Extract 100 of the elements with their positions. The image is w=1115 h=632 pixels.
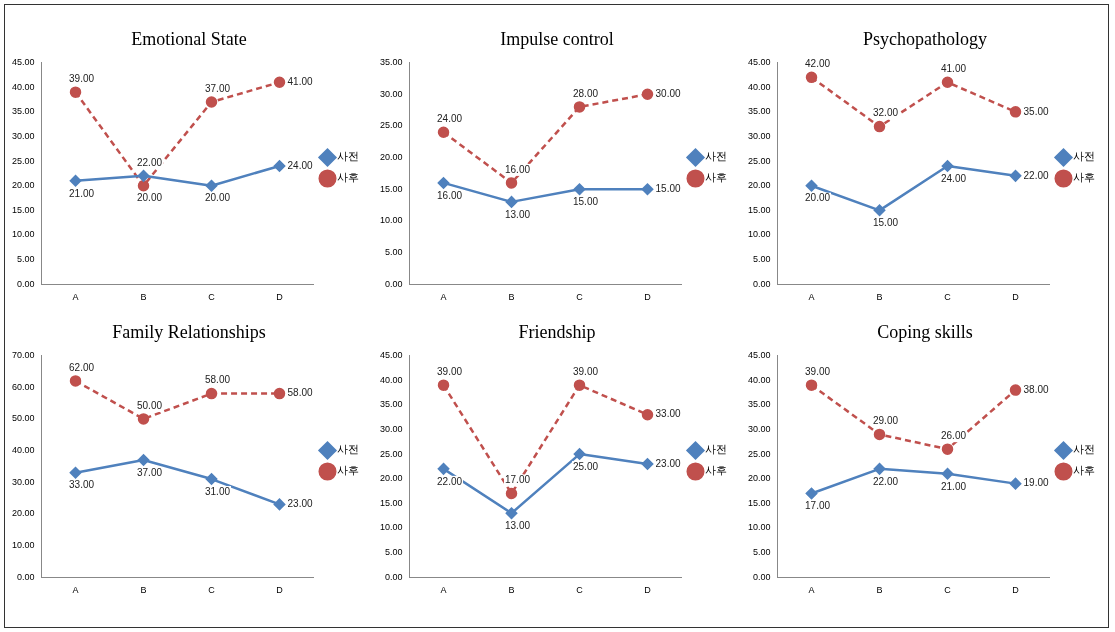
point bbox=[873, 204, 886, 217]
data-label: 21.00 bbox=[69, 187, 95, 199]
y-tick-label: 0.00 bbox=[16, 571, 35, 582]
point bbox=[205, 473, 218, 485]
point bbox=[573, 101, 586, 113]
data-label: 26.00 bbox=[940, 429, 967, 441]
y-tick-label: 45.00 bbox=[747, 57, 771, 68]
data-label: 23.00 bbox=[287, 498, 313, 510]
x-tick-label: D bbox=[644, 292, 652, 303]
point bbox=[805, 71, 818, 84]
data-label: 25.00 bbox=[572, 460, 599, 472]
x-tick-label: B bbox=[876, 292, 883, 303]
y-tick-label: 15.00 bbox=[379, 183, 403, 194]
y-tick-label: 20.00 bbox=[747, 473, 771, 484]
data-label: 24.00 bbox=[437, 113, 463, 124]
point bbox=[805, 487, 818, 500]
data-label: 30.00 bbox=[655, 88, 681, 100]
data-label: 58.00 bbox=[287, 387, 313, 399]
x-tick-label: B bbox=[876, 585, 883, 596]
data-label: 32.00 bbox=[873, 107, 899, 119]
point bbox=[941, 468, 954, 480]
data-label: 38.00 bbox=[1023, 383, 1049, 395]
y-tick-label: 35.00 bbox=[747, 399, 771, 410]
data-label: 16.00 bbox=[505, 163, 531, 175]
chart-title: Psychopathology bbox=[863, 28, 987, 49]
data-label: 17.00 bbox=[505, 474, 531, 486]
x-tick-label: D bbox=[276, 585, 284, 596]
x-tick-label: B bbox=[140, 292, 147, 303]
point bbox=[437, 379, 450, 391]
point bbox=[873, 463, 886, 475]
y-tick-label: 30.00 bbox=[747, 423, 771, 434]
y-tick-label: 25.00 bbox=[379, 448, 403, 459]
y-tick-label: 10.00 bbox=[747, 229, 771, 240]
data-label: 22.00 bbox=[137, 156, 163, 168]
y-tick-label: 0.00 bbox=[16, 278, 35, 289]
y-tick-label: 20.00 bbox=[11, 180, 35, 191]
data-label: 15.00 bbox=[572, 195, 599, 207]
legend-label: 사전 bbox=[705, 443, 727, 457]
y-tick-label: 40.00 bbox=[747, 374, 771, 385]
data-label: 15.00 bbox=[873, 217, 899, 229]
y-tick-label: 5.00 bbox=[16, 254, 35, 265]
point bbox=[137, 454, 150, 466]
data-label: 39.00 bbox=[69, 72, 95, 84]
y-tick-label: 20.00 bbox=[747, 180, 771, 191]
point bbox=[1009, 477, 1022, 490]
data-label: 24.00 bbox=[940, 172, 967, 184]
point bbox=[1009, 170, 1022, 182]
data-label: 21.00 bbox=[940, 480, 967, 492]
data-label: 37.00 bbox=[204, 82, 231, 94]
y-tick-label: 10.00 bbox=[379, 522, 403, 533]
point bbox=[1009, 384, 1022, 396]
legend-label: 사후 bbox=[1073, 464, 1095, 478]
y-tick-label: 60.00 bbox=[11, 381, 35, 392]
point bbox=[641, 408, 654, 421]
x-tick-label: D bbox=[276, 292, 284, 303]
x-tick-label: D bbox=[1012, 292, 1020, 303]
data-label: 41.00 bbox=[940, 63, 967, 75]
data-label: 22.00 bbox=[1023, 169, 1049, 181]
data-label: 62.00 bbox=[69, 361, 95, 373]
y-tick-label: 45.00 bbox=[11, 57, 35, 68]
data-label: 22.00 bbox=[873, 475, 899, 487]
point bbox=[205, 96, 218, 108]
point bbox=[873, 428, 886, 441]
legend-label: 사전 bbox=[337, 150, 359, 164]
data-label: 20.00 bbox=[137, 192, 163, 204]
x-tick-label: C bbox=[944, 292, 952, 303]
y-tick-label: 30.00 bbox=[11, 476, 35, 487]
y-tick-label: 20.00 bbox=[379, 152, 403, 163]
x-tick-label: B bbox=[508, 585, 515, 596]
legend-label: 사후 bbox=[705, 171, 727, 185]
data-label: 31.00 bbox=[204, 485, 231, 497]
data-label: 39.00 bbox=[572, 365, 599, 377]
data-label: 15.00 bbox=[655, 182, 681, 194]
y-tick-label: 25.00 bbox=[379, 120, 403, 131]
data-label: 19.00 bbox=[1023, 477, 1049, 489]
legend-label: 사전 bbox=[705, 150, 727, 164]
data-label: 29.00 bbox=[873, 415, 899, 427]
y-tick-label: 5.00 bbox=[384, 247, 403, 258]
data-label: 42.00 bbox=[805, 58, 831, 70]
y-tick-label: 5.00 bbox=[752, 254, 771, 265]
point bbox=[641, 458, 654, 470]
y-tick-label: 35.00 bbox=[379, 399, 403, 410]
legend-label: 사후 bbox=[337, 464, 359, 478]
x-tick-label: C bbox=[576, 585, 584, 596]
x-tick-label: C bbox=[576, 292, 584, 303]
y-tick-label: 30.00 bbox=[11, 130, 35, 141]
point bbox=[137, 413, 150, 425]
data-label: 39.00 bbox=[805, 365, 831, 377]
y-tick-label: 5.00 bbox=[752, 547, 771, 558]
x-tick-label: C bbox=[208, 585, 216, 596]
y-tick-label: 50.00 bbox=[11, 413, 35, 424]
y-tick-label: 70.00 bbox=[11, 350, 35, 361]
y-tick-label: 35.00 bbox=[747, 106, 771, 117]
point bbox=[505, 177, 518, 189]
chart-title: Emotional State bbox=[131, 28, 247, 49]
data-label: 35.00 bbox=[1023, 105, 1049, 117]
y-tick-label: 40.00 bbox=[379, 374, 403, 385]
y-tick-label: 35.00 bbox=[11, 106, 35, 117]
point bbox=[941, 443, 954, 455]
point bbox=[505, 487, 518, 500]
